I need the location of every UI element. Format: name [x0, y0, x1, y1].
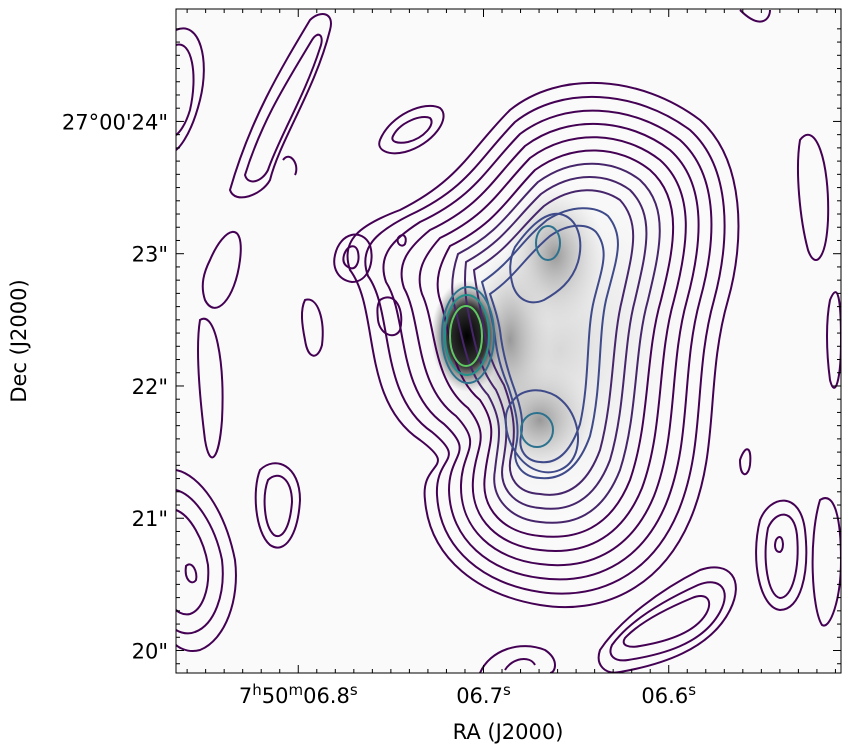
outer-contours	[346, 81, 740, 609]
contour-set	[176, 9, 841, 673]
inner-teal-contours	[441, 225, 561, 448]
y-axis-tick-labels: 27°00'24" 23" 22" 21" 20"	[62, 110, 168, 663]
x-tick-label: 7h50m06.8s	[239, 681, 358, 708]
x-tick-label: 06.7s	[456, 681, 511, 708]
noise-contours	[176, 9, 841, 673]
y-tick-label: 22"	[132, 375, 168, 399]
plot-area	[175, 8, 842, 674]
x-axis-label: RA (J2000)	[453, 720, 564, 744]
y-tick-label: 27°00'24"	[62, 110, 168, 134]
x-axis-tick-labels: 7h50m06.8s 06.7s 06.6s	[239, 681, 696, 708]
x-tick-label: 06.6s	[641, 681, 696, 708]
y-tick-label: 20"	[132, 640, 168, 664]
y-tick-label: 21"	[132, 507, 168, 531]
y-axis-label: Dec (J2000)	[7, 279, 31, 402]
inner-core-contours	[444, 294, 490, 376]
mid-contours	[480, 207, 619, 480]
y-tick-label: 23"	[132, 243, 168, 267]
peak-contour	[449, 305, 483, 367]
axis-ticks	[176, 9, 841, 673]
plot-frame	[175, 8, 842, 674]
